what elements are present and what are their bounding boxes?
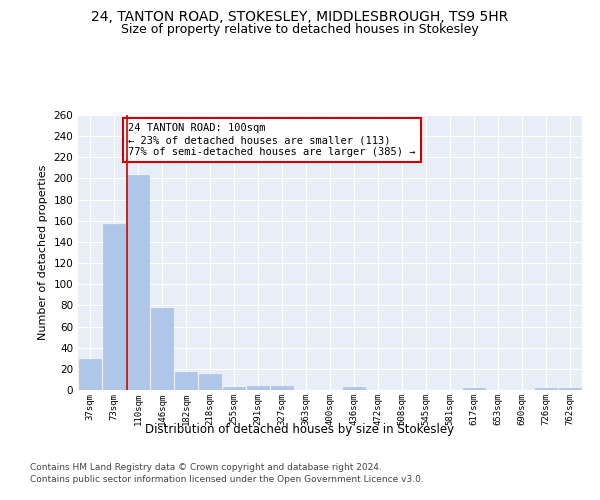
Bar <box>271 386 293 390</box>
Bar <box>343 387 365 390</box>
Bar <box>223 387 245 390</box>
Bar <box>79 360 101 390</box>
Text: Distribution of detached houses by size in Stokesley: Distribution of detached houses by size … <box>145 422 455 436</box>
Text: Contains public sector information licensed under the Open Government Licence v3: Contains public sector information licen… <box>30 475 424 484</box>
Text: 24, TANTON ROAD, STOKESLEY, MIDDLESBROUGH, TS9 5HR: 24, TANTON ROAD, STOKESLEY, MIDDLESBROUG… <box>91 10 509 24</box>
Bar <box>175 372 197 390</box>
Text: Size of property relative to detached houses in Stokesley: Size of property relative to detached ho… <box>121 22 479 36</box>
Text: 24 TANTON ROAD: 100sqm
← 23% of detached houses are smaller (113)
77% of semi-de: 24 TANTON ROAD: 100sqm ← 23% of detached… <box>128 124 416 156</box>
Text: Contains HM Land Registry data © Crown copyright and database right 2024.: Contains HM Land Registry data © Crown c… <box>30 462 382 471</box>
Bar <box>199 374 221 390</box>
Bar <box>127 176 149 390</box>
Bar <box>463 388 485 390</box>
Bar <box>151 308 173 390</box>
Bar <box>247 386 269 390</box>
Y-axis label: Number of detached properties: Number of detached properties <box>38 165 48 340</box>
Bar <box>559 388 581 390</box>
Bar <box>103 224 125 390</box>
Bar <box>535 388 557 390</box>
